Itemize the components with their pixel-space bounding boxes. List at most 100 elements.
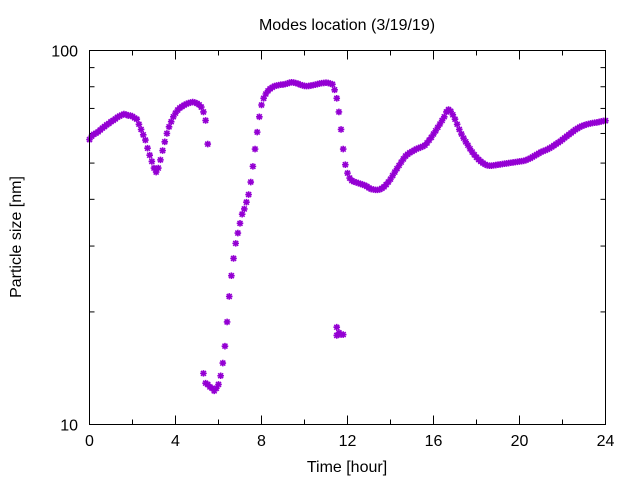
data-point: [344, 169, 351, 177]
data-point: [460, 134, 467, 142]
data-point: [385, 178, 392, 186]
data-point: [232, 240, 239, 247]
data-point: [144, 144, 151, 152]
data-point: [245, 191, 252, 198]
data-point: [539, 147, 547, 155]
data-point: [223, 318, 231, 326]
data-point: [118, 111, 126, 119]
data-point: [423, 139, 431, 147]
data-point: [251, 145, 259, 153]
data-point: [219, 359, 227, 367]
data-point: [159, 147, 166, 154]
data-point: [337, 126, 345, 133]
data-point: [243, 198, 250, 206]
data-point: [458, 130, 465, 138]
data-point: [464, 141, 472, 149]
data-point: [331, 86, 338, 94]
x-tick-label: 16: [425, 433, 443, 450]
data-point: [200, 370, 207, 377]
data-point: [400, 155, 407, 163]
data-point: [415, 144, 422, 152]
data-point: [428, 134, 435, 141]
data-point: [133, 115, 141, 123]
data-point: [542, 146, 549, 154]
data-point: [393, 165, 401, 173]
data-point: [262, 90, 270, 98]
data-point: [329, 81, 336, 88]
data-point: [247, 178, 255, 186]
x-axis-label: Time [hour]: [307, 459, 387, 476]
data-point: [436, 120, 444, 128]
data-point: [142, 136, 149, 144]
data-point: [258, 101, 265, 109]
data-point: [122, 111, 130, 118]
data-point: [339, 145, 347, 153]
data-point: [434, 124, 442, 131]
data-point: [430, 130, 437, 138]
data-point: [157, 156, 164, 164]
data-point: [413, 145, 420, 153]
data-point: [333, 323, 341, 331]
data-point: [228, 272, 235, 279]
data-point: [451, 115, 459, 123]
data-point: [163, 130, 171, 137]
x-tick-label: 12: [339, 433, 357, 450]
data-point: [215, 381, 222, 388]
data-point: [453, 120, 461, 128]
data-point: [417, 144, 424, 151]
chart-title: Modes location (3/19/19): [259, 17, 435, 34]
y-tick-label: 100: [51, 44, 78, 61]
data-point: [333, 95, 341, 102]
data-point: [481, 161, 489, 168]
data-point: [165, 123, 173, 131]
data-point: [170, 113, 177, 121]
data-point: [172, 109, 179, 117]
data-point: [234, 229, 242, 237]
data-point: [466, 145, 474, 153]
data-point: [204, 140, 212, 148]
data-point: [139, 131, 147, 139]
data-point: [462, 138, 470, 146]
data-point: [198, 103, 205, 111]
data-point: [253, 128, 261, 136]
x-tick-label: 8: [257, 433, 266, 450]
data-point: [238, 210, 246, 218]
x-tick-label: 20: [511, 433, 529, 450]
data-point: [213, 384, 220, 392]
data-point: [456, 126, 463, 133]
y-axis-label: Particle size [nm]: [8, 176, 25, 298]
data-point: [137, 126, 145, 133]
data-point: [339, 331, 347, 338]
data-point: [537, 148, 545, 156]
data-point: [397, 158, 405, 166]
data-point: [127, 112, 134, 119]
data-point: [389, 172, 396, 179]
data-point: [438, 117, 446, 124]
data-point: [135, 120, 143, 128]
data-point: [217, 372, 224, 380]
data-point: [167, 118, 175, 126]
axis-ticks: [89, 50, 606, 425]
data-point: [391, 168, 399, 176]
data-point: [221, 342, 229, 350]
data-point: [146, 151, 153, 159]
data-point: [230, 255, 237, 262]
data-point: [432, 127, 439, 135]
data-point: [447, 107, 454, 115]
data-point: [249, 163, 257, 170]
y-tick-label: 10: [60, 418, 78, 435]
data-point: [152, 168, 160, 176]
data-point: [161, 138, 169, 146]
data-point: [116, 112, 123, 120]
data-point: [182, 100, 190, 108]
data-point: [150, 164, 158, 172]
data-point: [148, 158, 156, 165]
data-point: [236, 220, 244, 227]
data-point: [387, 175, 394, 183]
data-point: [342, 161, 349, 169]
data-point: [335, 108, 343, 116]
data-point: [155, 164, 162, 172]
plot-frame: [89, 50, 606, 425]
data-point: [294, 80, 302, 88]
